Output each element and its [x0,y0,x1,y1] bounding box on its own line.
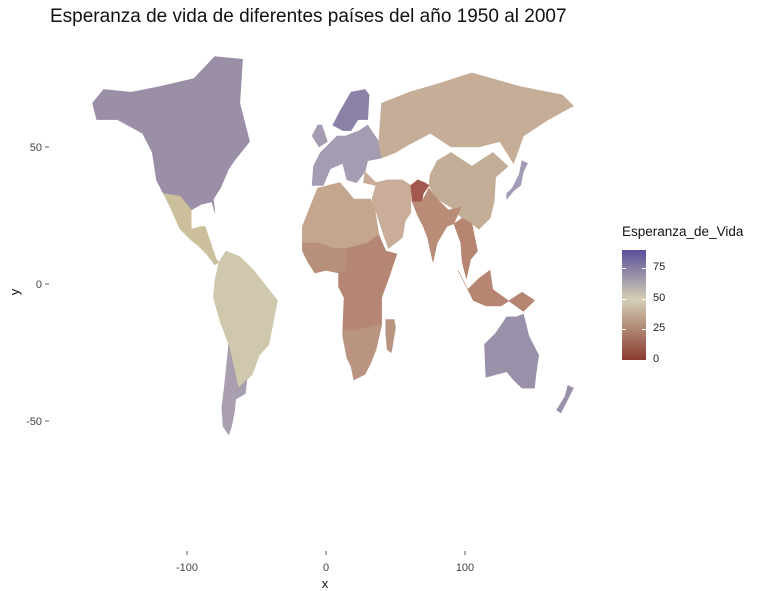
country-region-africa-central [338,234,398,331]
chart-title: Esperanza de vida de diferentes países d… [50,6,567,27]
country-region-europe [311,124,328,148]
country-region-australia [484,313,540,389]
legend-tick-mark [622,268,626,270]
legend-tick-label: 25 [653,322,666,335]
country-region-europe-north [332,89,370,131]
country-region-africa-south [342,324,382,381]
country-region-southern-cone [221,344,248,436]
country-region-north-america [92,56,250,213]
country-region-southeast-asia [453,217,478,279]
country-region-australia [556,384,574,414]
y-tick-label: -50 [26,416,42,428]
country-region-southeast-asia [457,269,535,312]
country-region-india [411,187,462,263]
country-region-south-america [213,250,278,389]
x-axis: -100 0 100 [176,551,474,574]
legend-tick-mark [622,298,626,300]
country-polygons [92,56,574,436]
x-tick-label: 0 [323,562,329,574]
x-tick-label: -100 [176,562,198,574]
country-region-central-america [162,193,220,266]
legend-colorbar [622,250,646,360]
legend-tick-mark [622,360,626,361]
legend-tick-label: 0 [653,353,660,365]
legend-title: Esperanza_de_Vida [622,224,744,239]
country-region-japan [506,160,528,200]
country-region-africa-south [385,319,396,354]
legend-tick-mark [642,360,646,361]
country-region-china [428,152,509,230]
legend-tick-mark [642,268,646,270]
country-region-russia-asia [378,72,574,165]
legend-tick-mark [642,329,646,331]
y-tick-label: 0 [36,279,42,291]
legend-tick-mark [642,298,646,300]
legend-tick-mark [622,329,626,331]
x-axis-title: x [322,576,329,591]
country-region-africa-north [302,182,380,249]
country-region-middle-east [363,171,412,249]
x-tick-label: 100 [456,562,474,574]
y-tick-label: 50 [30,142,42,154]
y-axis-title: y [7,288,22,295]
y-axis: 50 0 -50 [26,142,49,428]
legend-tick-label: 50 [653,291,666,304]
legend-tick-label: 75 [653,261,666,274]
